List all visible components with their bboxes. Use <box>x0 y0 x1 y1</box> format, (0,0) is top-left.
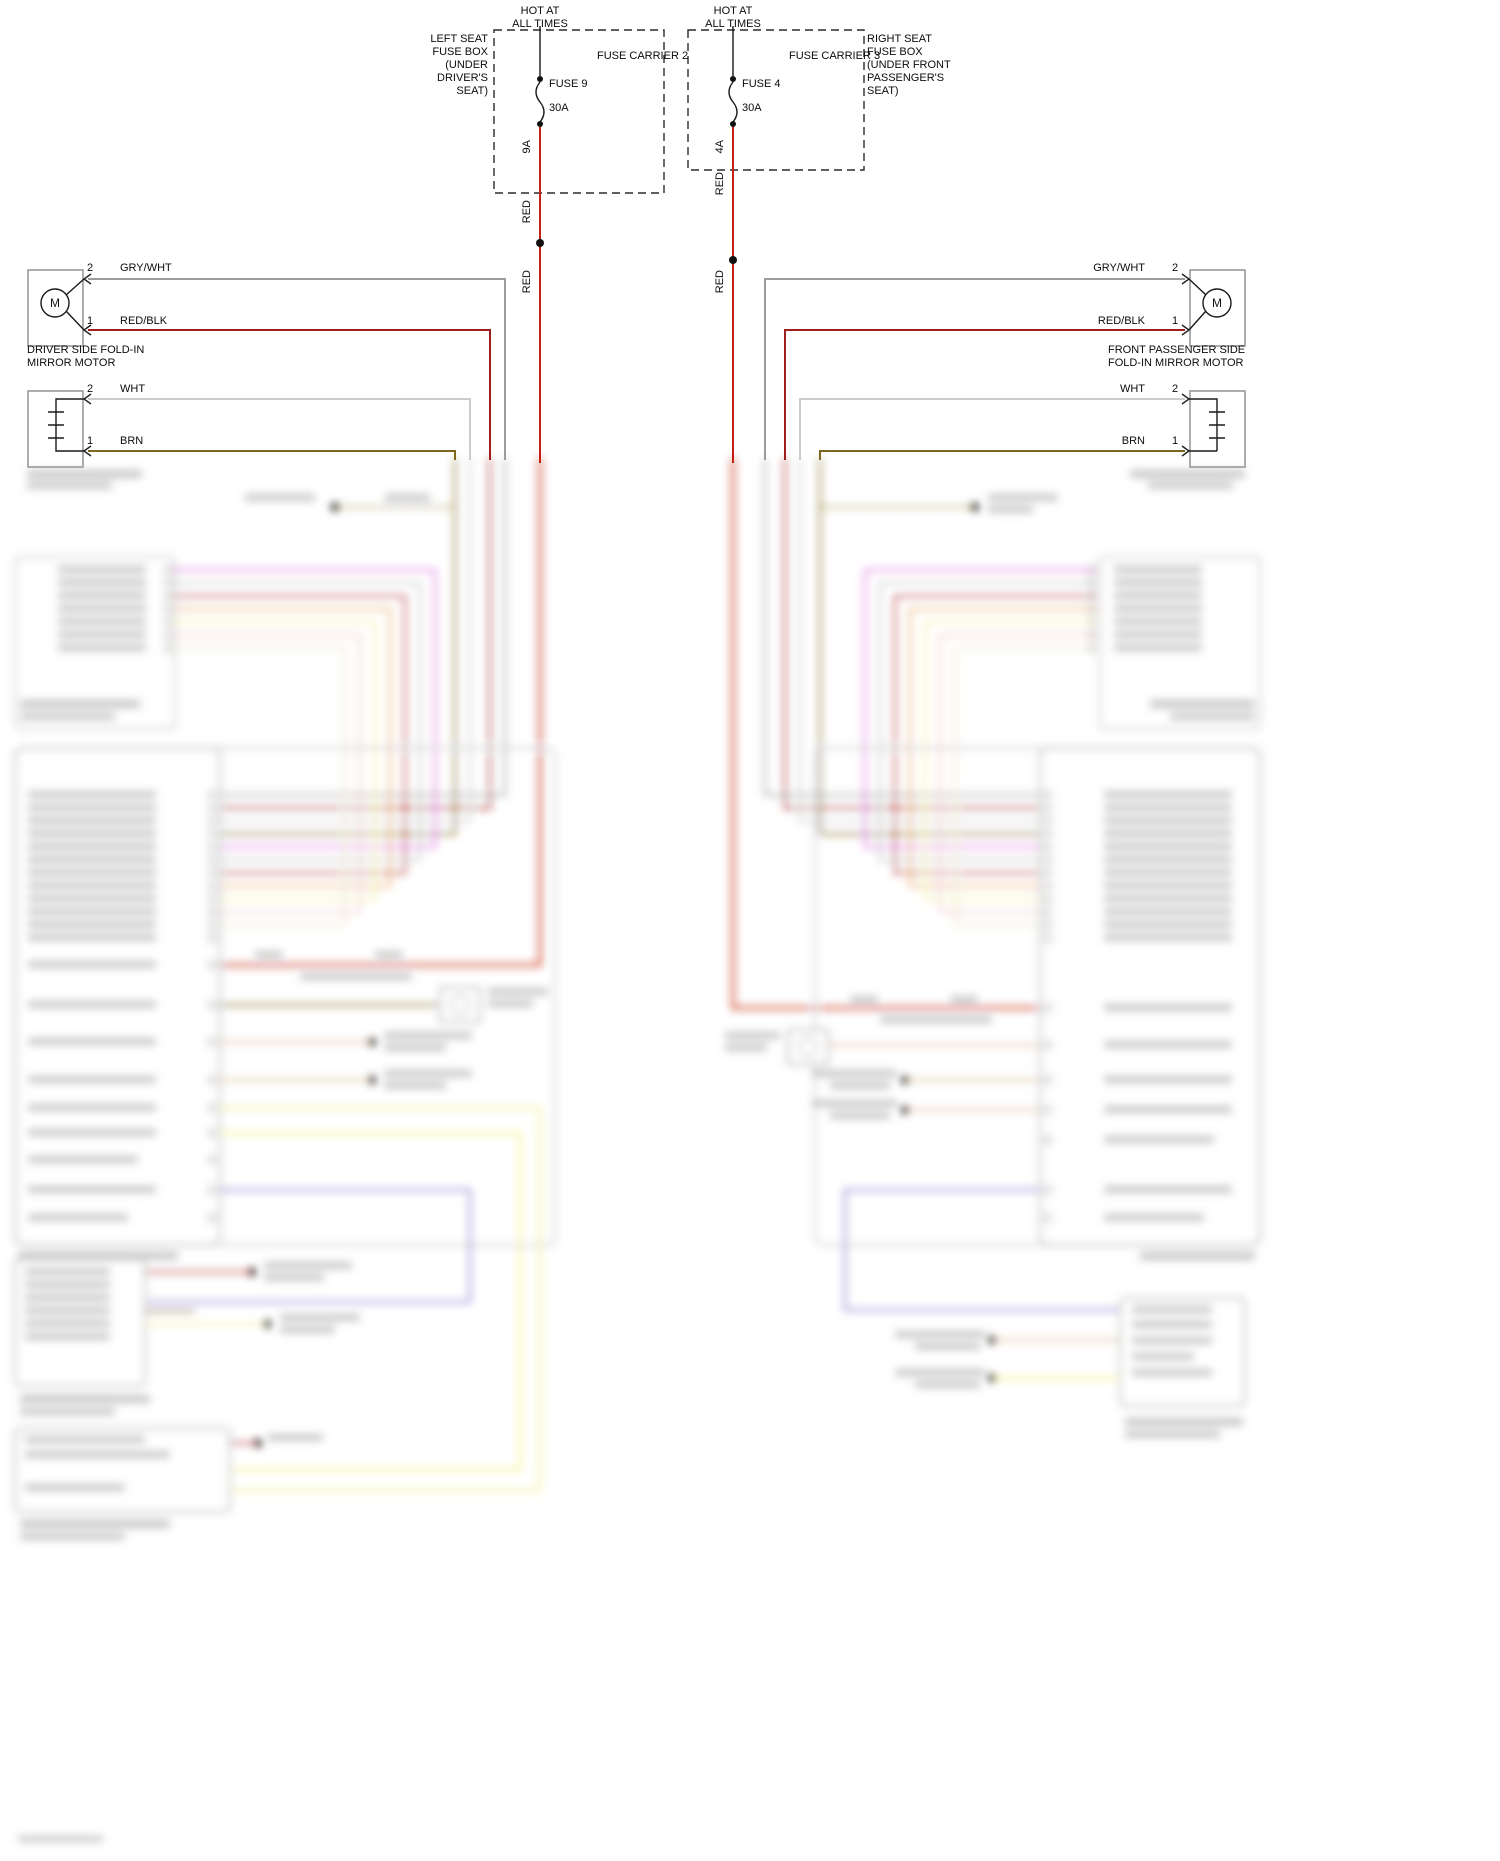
fuse-box-name-line: SEAT) <box>867 85 899 97</box>
hot-at-line: HOT AT <box>713 5 753 17</box>
gry-wht-wire-right <box>764 278 1185 460</box>
wire-color-label: RED/BLK <box>120 315 168 327</box>
left-fuse-box-name: LEFT SEAT FUSE BOX (UNDER DRIVER'S SEAT) <box>388 33 488 98</box>
right-fuse-box-name: RIGHT SEAT FUSE BOX (UNDER FRONT PASSENG… <box>867 33 977 98</box>
fuse-terminal-dot <box>537 76 543 82</box>
passenger-motor-label: FRONT PASSENGER SIDE FOLD-IN MIRROR MOTO… <box>1108 344 1245 370</box>
heater-element-icon <box>48 398 84 452</box>
hot-at-line: ALL TIMES <box>512 18 568 30</box>
splice-dot <box>536 239 544 247</box>
right-fuse-circuit <box>728 26 738 463</box>
left-wire-color-lower: RED <box>521 270 533 294</box>
motor-symbol-m: M <box>50 296 60 310</box>
right-fuse-box-outline <box>687 29 865 171</box>
wht-wire-left <box>88 398 471 460</box>
pin-number: 2 <box>1172 262 1179 274</box>
pin-number: 1 <box>1172 435 1179 447</box>
passenger-mirror-motor-symbol: M <box>764 269 1246 460</box>
left-fuse-circuit <box>535 26 545 463</box>
wire-color-label: GRY/WHT <box>1093 262 1145 274</box>
fuse-box-outlines <box>493 29 865 194</box>
hot-at-label-left: HOT AT ALL TIMES <box>495 5 585 31</box>
wire-color-label: BRN <box>1121 435 1145 447</box>
fuse-box-name-line: (UNDER <box>445 59 488 71</box>
passenger-mirror-heater-symbol <box>799 390 1246 468</box>
pin-arrow-icon <box>82 273 92 336</box>
fuse-terminal-dot <box>730 121 736 127</box>
splice-dot <box>729 256 737 264</box>
pin-number: 1 <box>1172 315 1179 327</box>
wire-color-label: WHT <box>120 383 146 395</box>
gry-wht-wire-left <box>88 278 506 460</box>
component-label-line: DRIVER SIDE FOLD-IN <box>27 344 145 356</box>
brn-wire-left <box>88 450 456 460</box>
left-wire-color-upper: RED <box>521 200 533 224</box>
fuse-terminal-dot <box>537 121 543 127</box>
fuse-element-symbol <box>728 81 738 123</box>
right-circuit-id: 4A <box>714 140 726 154</box>
pin-arrow-icon <box>82 393 92 457</box>
fuse-box-name-line: SEAT) <box>456 85 488 97</box>
red-blk-wire-right <box>784 329 1185 460</box>
fuse-box-name-line: FUSE BOX <box>432 46 488 58</box>
driver-mirror-heater-symbol <box>27 390 471 468</box>
pin-arrow-icon <box>1181 393 1191 457</box>
wire-color-label: WHT <box>1119 383 1145 395</box>
heater-element-icon <box>1189 398 1225 452</box>
hot-at-line: ALL TIMES <box>705 18 761 30</box>
motor-circle-icon <box>40 288 70 318</box>
wire-color-label: RED/BLK <box>1097 315 1145 327</box>
component-label-line: FRONT PASSENGER SIDE <box>1108 344 1246 356</box>
pin-arrow-icon <box>1181 273 1191 336</box>
pin-number: 1 <box>87 435 94 447</box>
right-fuse-number: FUSE 4 <box>742 78 781 90</box>
pin-number: 2 <box>87 262 94 274</box>
hot-at-label-right: HOT AT ALL TIMES <box>688 5 778 31</box>
driver-mirror-motor-symbol: M <box>27 269 506 460</box>
pin-number: 2 <box>87 383 94 395</box>
right-wire-color-upper: RED <box>714 172 726 196</box>
right-fuse-rating: 30A <box>742 102 762 114</box>
pin-number: 1 <box>87 315 94 327</box>
right-fuse-carrier-label: FUSE CARRIER 3 <box>789 50 881 62</box>
fuse-box-name-line: RIGHT SEAT <box>867 33 932 45</box>
left-fuse-number: FUSE 9 <box>549 78 588 90</box>
left-fuse-rating: 30A <box>549 102 569 114</box>
left-fuse-carrier-label: FUSE CARRIER 2 <box>597 50 689 62</box>
left-circuit-id: 9A <box>521 140 533 154</box>
driver-motor-label: DRIVER SIDE FOLD-IN MIRROR MOTOR <box>27 344 144 370</box>
motor-circle-icon <box>1202 288 1232 318</box>
motor-symbol-m: M <box>1212 296 1222 310</box>
fuse-box-name-line: (UNDER FRONT <box>867 59 951 71</box>
left-fuse-box-outline <box>493 29 665 194</box>
fuse-terminal-dot <box>730 76 736 82</box>
wht-wire-right <box>799 398 1185 460</box>
wire-color-label: GRY/WHT <box>120 262 172 274</box>
fuse-box-name-line: DRIVER'S <box>437 72 488 84</box>
wire-color-label: BRN <box>120 435 144 447</box>
red-blk-wire-left <box>88 329 491 460</box>
brn-wire-right <box>819 450 1185 460</box>
fuse-element-symbol <box>535 81 545 123</box>
fuse-box-name-line: LEFT SEAT <box>430 33 488 45</box>
component-label-line: MIRROR MOTOR <box>27 357 116 369</box>
component-label-line: FOLD-IN MIRROR MOTOR <box>1108 357 1244 369</box>
blurred-diagram-lower-region <box>14 458 1261 1842</box>
footnote-text <box>18 1836 103 1842</box>
right-wire-color-lower: RED <box>714 270 726 294</box>
pin-number: 2 <box>1172 383 1179 395</box>
fuse-box-name-line: PASSENGER'S <box>867 72 945 84</box>
hot-at-line: HOT AT <box>520 5 560 17</box>
fuse-box-name-line: FUSE BOX <box>867 46 923 58</box>
